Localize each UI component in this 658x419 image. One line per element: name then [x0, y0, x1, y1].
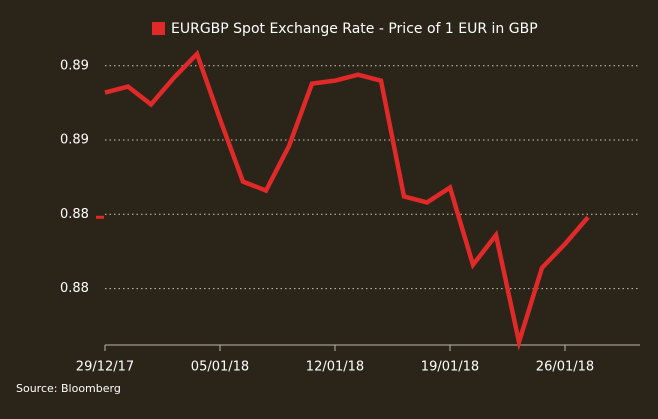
x-tick-label: 05/01/18	[191, 360, 249, 375]
y-tick-label: 0.89	[60, 133, 89, 148]
y-tick-label: 0.88	[60, 207, 89, 222]
y-tick-label: 0.88	[60, 281, 89, 296]
legend-swatch	[152, 22, 165, 35]
y-tick-label: 0.89	[60, 58, 89, 73]
legend-label: EURGBP Spot Exchange Rate - Price of 1 E…	[171, 21, 538, 37]
x-tick-label: 29/12/17	[76, 360, 134, 375]
x-tick-label: 26/01/18	[536, 360, 594, 375]
x-tick-label: 12/01/18	[306, 360, 364, 375]
x-tick-label: 19/01/18	[421, 360, 479, 375]
line-series	[104, 49, 590, 351]
source-note: Source: Bloomberg	[16, 382, 121, 395]
